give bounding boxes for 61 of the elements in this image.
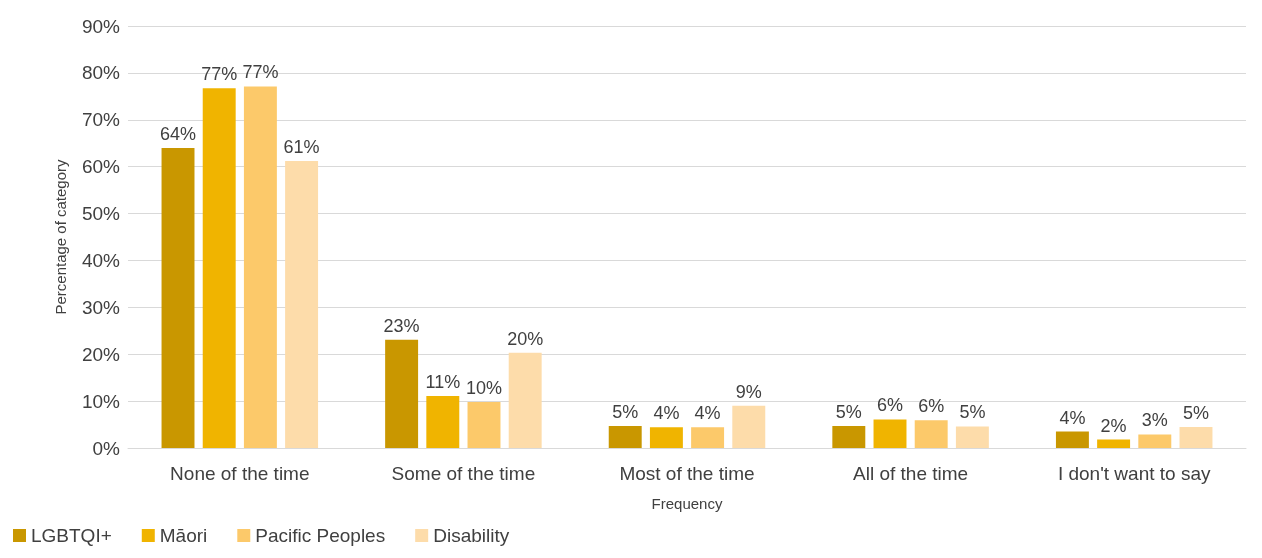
bar <box>285 161 319 448</box>
y-tick-label: 30% <box>81 296 121 318</box>
x-tick-label: None of the time <box>170 463 310 484</box>
bar <box>385 339 419 448</box>
data-label: 9% <box>735 381 762 402</box>
data-label: 5% <box>959 402 986 423</box>
legend-label: Pacific Peoples <box>255 525 386 546</box>
legend-label: LGBTQI+ <box>31 525 112 546</box>
data-label: 11% <box>425 371 461 392</box>
data-label: 6% <box>877 395 904 416</box>
y-tick-label: 50% <box>81 203 121 225</box>
bar <box>1179 426 1213 448</box>
legend-label: Māori <box>159 525 208 546</box>
data-label: 77% <box>201 64 238 85</box>
y-tick-label: 20% <box>81 343 121 365</box>
bar <box>649 427 683 448</box>
bar <box>467 402 501 448</box>
bar <box>832 425 866 448</box>
y-tick-label: 0% <box>92 437 121 459</box>
y-tick-label: 80% <box>81 62 121 84</box>
data-label: 64% <box>160 123 197 144</box>
data-label: 6% <box>918 396 945 417</box>
bar <box>1055 431 1089 448</box>
x-axis-title: Frequency <box>651 495 723 512</box>
bar <box>161 147 195 448</box>
bar <box>1138 434 1172 448</box>
data-label: 3% <box>1141 410 1168 431</box>
y-tick-label: 70% <box>81 109 121 131</box>
data-label: 5% <box>1182 402 1209 423</box>
bar <box>691 427 725 448</box>
bar <box>608 425 642 448</box>
bar <box>426 395 460 448</box>
y-axis-title: Percentage of category <box>52 158 69 315</box>
data-label: 4% <box>1059 407 1086 428</box>
y-tick-label: 40% <box>81 249 121 271</box>
bar <box>1097 439 1131 448</box>
y-tick-label: 10% <box>81 390 121 412</box>
bar <box>955 426 989 448</box>
bar <box>732 405 766 448</box>
bar <box>914 420 948 448</box>
x-tick-label: Some of the time <box>391 463 536 484</box>
bar <box>873 419 907 448</box>
y-tick-label: 60% <box>81 156 121 178</box>
bar <box>243 86 277 448</box>
legend-label: Disability <box>433 525 510 546</box>
data-label: 20% <box>507 328 544 349</box>
data-label: 10% <box>465 378 503 399</box>
data-label: 61% <box>283 137 320 158</box>
bar <box>508 352 542 448</box>
x-tick-label: I don't want to say <box>1057 463 1211 484</box>
y-tick-label: 90% <box>81 15 121 37</box>
bar <box>202 88 236 448</box>
data-label: 5% <box>835 401 862 422</box>
data-label: 2% <box>1100 415 1127 436</box>
data-label: 4% <box>694 403 721 424</box>
x-tick-label: All of the time <box>853 463 969 484</box>
data-label: 77% <box>242 62 279 83</box>
data-label: 4% <box>653 403 680 424</box>
data-label: 5% <box>612 401 639 422</box>
x-tick-label: Most of the time <box>619 463 755 484</box>
data-label: 23% <box>383 315 420 336</box>
